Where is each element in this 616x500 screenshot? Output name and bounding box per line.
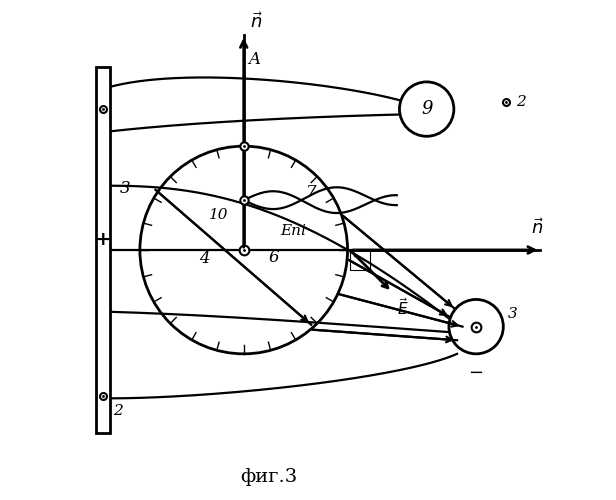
Text: 4: 4 [199,250,209,267]
Text: 3: 3 [120,180,131,196]
Text: 7: 7 [306,184,317,202]
Text: 3: 3 [508,308,518,322]
Text: 10: 10 [209,208,229,222]
Text: 9: 9 [421,100,432,118]
Text: 6: 6 [269,249,279,266]
Text: A: A [249,51,261,68]
Text: Eni: Eni [280,224,306,237]
Circle shape [449,300,503,354]
Text: +: + [95,231,111,249]
Bar [96,67,110,433]
Text: фиг.3: фиг.3 [240,468,297,486]
Circle shape [399,82,454,136]
Text: $\vec{E}$: $\vec{E}$ [397,297,408,318]
Text: $\vec{n}$: $\vec{n}$ [532,218,545,238]
Text: −: − [469,364,484,382]
Text: 2: 2 [516,94,525,108]
Text: 2: 2 [113,404,123,417]
Circle shape [140,146,347,354]
Bar [350,250,370,270]
Text: $\vec{n}$: $\vec{n}$ [249,12,262,32]
